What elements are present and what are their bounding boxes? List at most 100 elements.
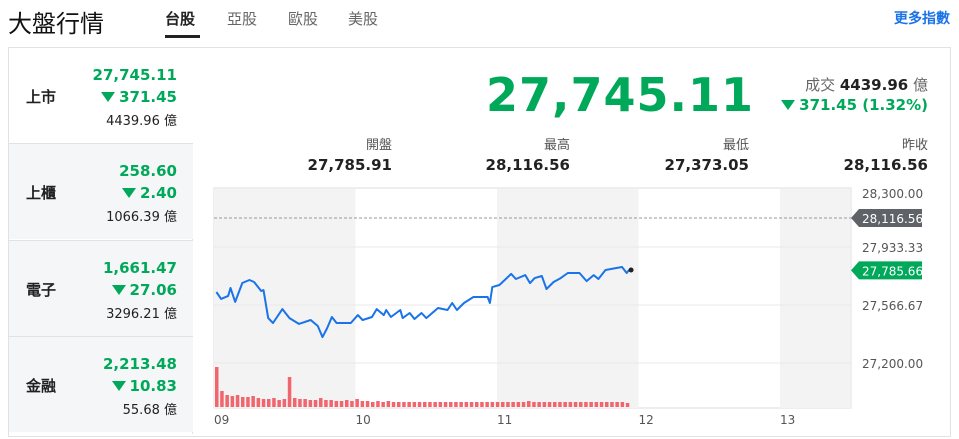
index-change: 27.06 <box>111 281 177 299</box>
volume-bar <box>475 402 479 407</box>
index-item-otc[interactable]: 上櫃 258.60 2.40 1066.39 億 <box>9 143 193 239</box>
price-line <box>215 266 630 339</box>
volume-bar <box>267 399 271 407</box>
index-volume: 1066.39 億 <box>106 210 177 225</box>
prev-close-tag-bg <box>851 209 922 228</box>
down-arrow-icon <box>111 381 126 391</box>
volume-bar <box>355 399 359 407</box>
x-tick-label: 12 <box>639 413 654 427</box>
volume-bar <box>293 398 297 407</box>
volume-bar <box>579 402 583 407</box>
volume-bar <box>215 367 219 407</box>
volume-bar <box>371 402 375 407</box>
volume-bar <box>563 402 567 407</box>
index-change: 10.83 <box>111 377 177 395</box>
index-name: 電子 <box>26 281 57 299</box>
volume-bar <box>365 401 370 407</box>
tab-us[interactable]: 美股 <box>348 10 379 28</box>
volume-bar <box>568 402 573 407</box>
index-price: 1,661.47 <box>102 259 177 277</box>
volume-bar <box>251 396 255 407</box>
current-price-tag-bg <box>851 261 922 280</box>
volume-bar <box>610 402 614 407</box>
volume-bar <box>350 401 354 407</box>
volume-bar <box>464 402 469 407</box>
x-tick-label: 10 <box>356 413 371 427</box>
volume-bar <box>412 402 417 407</box>
page-title: 大盤行情 <box>8 10 104 38</box>
session-band <box>497 189 639 408</box>
down-arrow-icon <box>101 92 116 102</box>
volume-bar <box>230 396 235 407</box>
volume-bar <box>495 402 500 407</box>
volume-bar <box>501 402 505 407</box>
volume-bar <box>246 397 250 407</box>
volume-bar <box>532 402 536 407</box>
volume-bar <box>376 401 380 407</box>
index-item-listed[interactable]: 上市 27,745.11 371.45 4439.96 億 <box>9 48 193 144</box>
down-arrow-icon <box>781 100 796 110</box>
volume-bar <box>303 399 307 407</box>
x-tick-label: 13 <box>780 413 795 427</box>
index-name: 上市 <box>26 88 57 106</box>
index-volume: 4439.96 億 <box>106 114 177 129</box>
tab-europe[interactable]: 歐股 <box>288 10 319 28</box>
volume-bar <box>339 401 344 407</box>
volume-bar <box>235 395 240 407</box>
prev-close-tag: 28,116.56 <box>862 212 923 226</box>
y-tick-label: 28,300.00 <box>862 187 923 201</box>
volume-bar <box>516 402 521 407</box>
index-change: 371.45 <box>101 88 177 106</box>
volume-bar <box>319 398 323 407</box>
volume-bar <box>334 401 339 407</box>
index-volume: 55.68 億 <box>122 403 177 418</box>
volume-bar <box>625 403 630 407</box>
index-name: 金融 <box>26 377 57 395</box>
volume-bar <box>605 402 609 407</box>
price-change: 371.45 (1.32%) <box>781 96 928 114</box>
volume-bar <box>308 400 313 407</box>
volume-bar <box>490 402 495 407</box>
last-price-dot <box>628 267 634 273</box>
volume-bar <box>329 400 333 407</box>
index-price: 258.60 <box>119 162 177 180</box>
stat-open: 開盤 27,785.91 <box>307 138 392 174</box>
index-name: 上櫃 <box>26 184 57 202</box>
volume-bar <box>511 402 515 407</box>
session-band <box>780 189 851 408</box>
volume-bar <box>553 402 557 407</box>
volume-bar <box>313 400 318 407</box>
volume-bar <box>443 402 448 407</box>
down-arrow-icon <box>111 285 126 295</box>
volume-bar <box>558 402 562 407</box>
index-item-electronics[interactable]: 電子 1,661.47 27.06 3296.21 億 <box>9 240 193 336</box>
volume-bar <box>573 402 578 407</box>
volume-bar <box>225 395 229 407</box>
more-indices-link[interactable]: 更多指數 <box>894 11 950 27</box>
tab-tw[interactable]: 台股 <box>165 10 196 28</box>
index-price: 27,745.11 <box>92 66 177 84</box>
y-tick-label: 27,200.00 <box>862 357 923 371</box>
session-band <box>214 189 356 408</box>
volume-bar <box>423 402 427 407</box>
volume-bar <box>485 402 489 407</box>
index-price: 2,213.48 <box>102 355 177 373</box>
volume-bar <box>256 398 261 407</box>
volume-bar <box>449 402 453 407</box>
tab-asia[interactable]: 亞股 <box>227 10 258 28</box>
stat-prev-close: 昨收 28,116.56 <box>843 138 928 174</box>
volume-bar <box>391 402 396 407</box>
volume-bar <box>589 402 593 407</box>
volume-bar <box>521 402 526 407</box>
volume-bar <box>397 402 401 407</box>
active-tab-indicator <box>165 35 200 38</box>
volume-bar <box>438 402 443 407</box>
volume-bar <box>407 402 411 407</box>
y-tick-label: 27,933.33 <box>862 241 923 255</box>
volume-bar <box>345 400 349 407</box>
index-item-finance[interactable]: 金融 2,213.48 10.83 55.68 億 <box>9 336 193 432</box>
volume-bar <box>620 402 625 407</box>
index-list: 上市 27,745.11 371.45 4439.96 億 上櫃 258.60 … <box>9 48 193 434</box>
volume-bar <box>277 400 281 407</box>
